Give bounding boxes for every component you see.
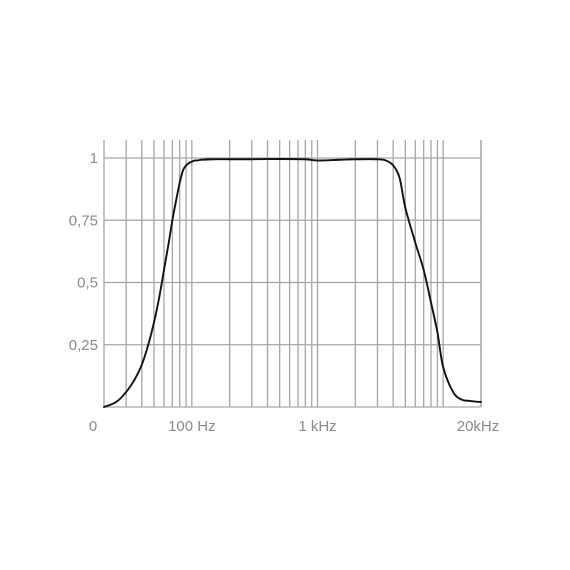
y-tick-label: 0,75 bbox=[69, 212, 98, 229]
y-tick-label: 0,5 bbox=[77, 275, 98, 292]
x-tick-label: 0 bbox=[89, 418, 97, 435]
response-curve bbox=[103, 158, 482, 408]
grid bbox=[103, 140, 482, 408]
curve-layer bbox=[103, 158, 482, 408]
y-tick-label: 0,25 bbox=[69, 337, 98, 354]
y-tick-label: 1 bbox=[90, 150, 98, 167]
x-tick-label: 100 Hz bbox=[168, 418, 216, 435]
x-tick-label: 20kHz bbox=[457, 418, 500, 435]
tick-labels: 1 0,75 0,5 0,25 0 100 Hz 1 kHz 20kHz bbox=[69, 150, 499, 435]
x-tick-label: 1 kHz bbox=[298, 418, 336, 435]
